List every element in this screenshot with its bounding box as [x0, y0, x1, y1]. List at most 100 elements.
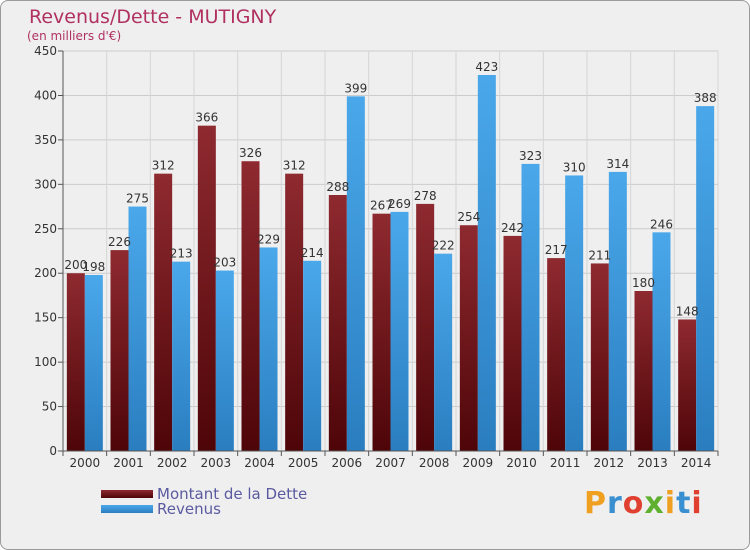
- x-tick-label: 2013: [637, 456, 668, 470]
- x-tick-label: 2001: [113, 456, 144, 470]
- x-tick-label: 2002: [157, 456, 188, 470]
- data-label-revenus: 269: [388, 197, 411, 211]
- x-tick-label: 2008: [419, 456, 450, 470]
- x-tick-label: 2014: [681, 456, 712, 470]
- data-label-debt: 242: [501, 221, 524, 235]
- bar-revenus: [84, 275, 103, 451]
- data-label-revenus: 423: [475, 60, 498, 74]
- bar-revenus: [390, 211, 409, 451]
- data-label-debt: 288: [326, 180, 349, 194]
- data-label-revenus: 246: [650, 217, 673, 231]
- bar-revenus: [565, 175, 584, 451]
- data-label-revenus: 310: [563, 160, 586, 174]
- data-label-debt: 148: [676, 304, 699, 318]
- x-tick-label: 2000: [70, 456, 101, 470]
- bar-debt: [110, 250, 129, 451]
- bar-debt: [459, 225, 478, 451]
- data-label-revenus: 388: [694, 91, 717, 105]
- data-label-debt: 278: [414, 189, 437, 203]
- bar-debt: [634, 291, 653, 451]
- y-tick-label: 0: [49, 444, 57, 458]
- x-tick-label: 2003: [201, 456, 232, 470]
- bar-revenus: [172, 261, 191, 451]
- legend-swatch-debt: [101, 490, 153, 498]
- legend-label-revenus: Revenus: [157, 500, 221, 518]
- y-tick-label: 50: [42, 400, 57, 414]
- data-label-revenus: 399: [344, 81, 367, 95]
- data-label-revenus: 222: [432, 239, 455, 253]
- logo-letter: i: [691, 486, 703, 521]
- bar-debt: [590, 263, 609, 451]
- data-label-revenus: 198: [82, 260, 105, 274]
- bar-debt: [197, 125, 216, 452]
- data-label-revenus: 323: [519, 149, 542, 163]
- x-tick-label: 2004: [244, 456, 275, 470]
- bar-revenus: [696, 106, 715, 451]
- legend-swatch-revenus: [101, 505, 153, 513]
- bar-debt: [154, 173, 173, 451]
- logo-letter: P: [584, 486, 607, 521]
- bar-revenus: [215, 270, 234, 451]
- logo-letter: x: [644, 486, 665, 521]
- data-label-debt: 312: [283, 159, 306, 173]
- y-tick-label: 100: [34, 355, 57, 369]
- chart-subtitle: (en milliers d'€): [27, 29, 122, 43]
- x-tick-label: 2011: [550, 456, 581, 470]
- y-tick-label: 200: [34, 266, 57, 280]
- bar-revenus: [477, 75, 496, 451]
- data-label-revenus: 214: [301, 246, 324, 260]
- data-label-revenus: 213: [170, 247, 193, 261]
- data-label-revenus: 275: [126, 192, 149, 206]
- chart-title: Revenus/Dette - MUTIGNY: [29, 6, 277, 28]
- y-tick-label: 400: [34, 88, 57, 102]
- bar-debt: [285, 173, 304, 451]
- data-label-revenus: 314: [606, 157, 629, 171]
- x-tick-label: 2010: [506, 456, 537, 470]
- bar-debt: [372, 213, 391, 451]
- y-tick-label: 250: [34, 222, 57, 236]
- data-label-debt: 312: [152, 159, 175, 173]
- bar-debt: [66, 273, 85, 451]
- bar-revenus: [303, 260, 322, 451]
- x-tick-label: 2007: [375, 456, 406, 470]
- bar-debt: [547, 258, 566, 451]
- data-label-revenus: 203: [213, 256, 236, 270]
- proxiti-logo: Proxiti: [584, 486, 703, 521]
- bar-revenus: [521, 163, 540, 451]
- bars: [66, 75, 715, 452]
- x-tick-label: 2005: [288, 456, 319, 470]
- x-tick-label: 2006: [332, 456, 363, 470]
- y-tick-label: 150: [34, 311, 57, 325]
- y-tick-label: 300: [34, 177, 57, 191]
- data-label-debt: 254: [457, 210, 480, 224]
- bar-debt: [503, 235, 522, 451]
- bar-debt: [241, 161, 260, 451]
- logo-letter: i: [664, 486, 677, 521]
- logo-letter: r: [607, 486, 623, 521]
- bar-revenus: [259, 247, 278, 451]
- bar-revenus: [434, 253, 453, 451]
- data-label-debt: 226: [108, 235, 131, 249]
- bar-revenus: [608, 171, 627, 451]
- logo-letter: t: [676, 486, 692, 521]
- bar-revenus: [652, 232, 671, 451]
- y-tick-label: 350: [34, 133, 57, 147]
- bar-debt: [328, 195, 347, 451]
- legend-label-debt: Montant de la Dette: [157, 485, 308, 503]
- x-tick-label: 2012: [594, 456, 625, 470]
- data-label-debt: 217: [545, 243, 568, 257]
- data-label-debt: 326: [239, 146, 262, 160]
- x-tick-label: 2009: [463, 456, 494, 470]
- y-tick-label: 450: [34, 44, 57, 58]
- data-label-debt: 267: [370, 199, 393, 213]
- data-label-debt: 180: [632, 276, 655, 290]
- bar-revenus: [128, 206, 147, 451]
- data-label-revenus: 229: [257, 232, 280, 246]
- data-label-debt: 200: [64, 258, 87, 272]
- bar-debt: [416, 203, 435, 451]
- bar-revenus: [346, 96, 365, 451]
